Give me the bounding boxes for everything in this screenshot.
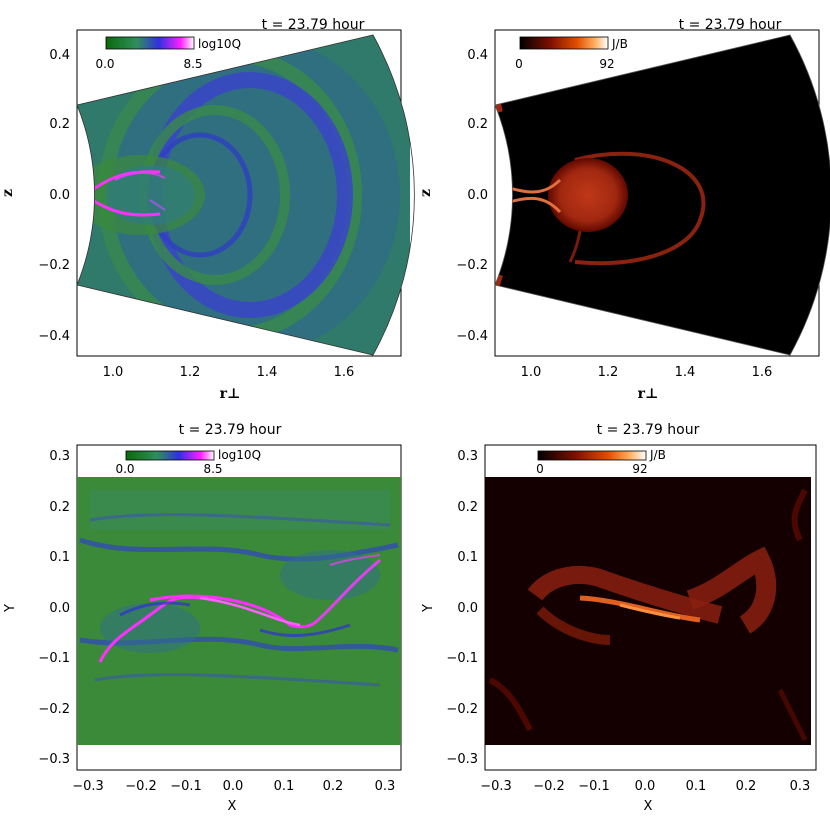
panel-title: t = 23.79 hour — [262, 17, 365, 33]
panel-jb-cross-section: t = 23.79 hour J/B 0 92 0.3 0.2 0.1 0.0 … — [421, 422, 817, 814]
x-tick: 0.1 — [686, 779, 707, 794]
x-axis-label: X — [228, 799, 237, 814]
x-tick-labels: −0.3 −0.2 −0.1 0.0 0.1 0.2 0.3 — [480, 779, 810, 794]
colorbar-label: J/B — [649, 448, 666, 462]
y-tick: −0.3 — [38, 752, 70, 767]
x-tick: −0.1 — [578, 779, 610, 794]
x-axis-label: r⊥ — [220, 386, 241, 402]
panel-q-meridional: t = 23.79 hour log10Q 0.0 8.5 0.4 0.2 — [0, 17, 415, 402]
colorbar-min: 0.0 — [115, 462, 134, 476]
x-tick: 0.3 — [790, 779, 811, 794]
y-tick: −0.2 — [38, 258, 70, 273]
x-tick: 0.2 — [736, 779, 757, 794]
y-tick: 0.2 — [467, 117, 488, 132]
y-tick-labels: 0.4 0.2 0.0 −0.2 −0.4 — [456, 48, 488, 344]
y-tick: −0.1 — [38, 651, 70, 666]
y-tick: −0.4 — [38, 329, 70, 344]
q-map-image — [77, 35, 410, 355]
y-axis-label: Y — [421, 604, 436, 613]
jb-map-image — [495, 35, 830, 355]
panel-q-cross-section: t = 23.79 hour log10Q 0.0 8.5 0.3 0.2 0. — [3, 422, 402, 814]
y-axis-label: Y — [3, 604, 18, 613]
x-tick: −0.1 — [170, 779, 202, 794]
y-tick: −0.2 — [38, 702, 70, 717]
y-tick: −0.3 — [446, 752, 478, 767]
y-tick: 0.0 — [49, 188, 70, 203]
y-tick: 0.3 — [49, 449, 70, 464]
x-axis-label: X — [644, 799, 653, 814]
colorbar-jb — [519, 36, 609, 50]
y-tick: 0.2 — [49, 117, 70, 132]
q-map-image — [77, 477, 401, 745]
y-tick: −0.2 — [446, 702, 478, 717]
x-tick: 1.2 — [598, 365, 619, 380]
x-tick: 0.1 — [274, 779, 295, 794]
colorbar-min: 0 — [515, 57, 523, 71]
colorbar-jb — [537, 450, 647, 461]
y-axis-label: z — [418, 189, 434, 197]
x-tick: 1.0 — [103, 365, 124, 380]
colorbar-min: 0 — [536, 462, 544, 476]
colorbar-label: J/B — [611, 37, 628, 51]
colorbar-max: 92 — [599, 57, 614, 71]
x-axis-label: r⊥ — [638, 386, 659, 402]
x-tick: 1.4 — [675, 365, 696, 380]
wedge-outline — [494, 34, 830, 356]
y-tick: 0.0 — [457, 601, 478, 616]
x-tick: 1.6 — [334, 365, 355, 380]
y-tick: 0.4 — [49, 48, 70, 63]
y-tick-labels: 0.4 0.2 0.0 −0.2 −0.4 — [38, 48, 70, 344]
y-tick-labels: 0.3 0.2 0.1 0.0 −0.1 −0.2 −0.3 — [38, 449, 70, 767]
colorbar-q — [105, 36, 195, 50]
wedge-outline — [76, 34, 415, 356]
x-tick: 1.6 — [752, 365, 773, 380]
y-tick: 0.4 — [467, 48, 488, 63]
x-tick-labels: −0.3 −0.2 −0.1 0.0 0.1 0.2 0.3 — [72, 779, 395, 794]
x-tick: −0.3 — [480, 779, 512, 794]
y-tick: 0.1 — [457, 550, 478, 565]
y-tick: 0.0 — [49, 601, 70, 616]
x-tick: 0.3 — [375, 779, 396, 794]
x-tick-labels: 1.0 1.2 1.4 1.6 — [521, 365, 773, 380]
y-tick: 0.0 — [467, 188, 488, 203]
y-tick-labels: 0.3 0.2 0.1 0.0 −0.1 −0.2 −0.3 — [446, 449, 478, 767]
jb-map-image — [485, 477, 811, 745]
y-axis-label: z — [0, 189, 16, 197]
colorbar-max: 8.5 — [203, 462, 222, 476]
y-tick: 0.2 — [49, 500, 70, 515]
y-tick: 0.1 — [49, 550, 70, 565]
panel-title: t = 23.79 hour — [179, 422, 282, 438]
y-tick: −0.4 — [456, 329, 488, 344]
y-tick: −0.2 — [456, 258, 488, 273]
x-tick: 0.2 — [323, 779, 344, 794]
colorbar-label: log10Q — [218, 448, 261, 462]
y-tick: −0.1 — [446, 651, 478, 666]
colorbar-max: 8.5 — [183, 57, 202, 71]
x-tick: 0.0 — [223, 779, 244, 794]
x-tick: 1.0 — [521, 365, 542, 380]
x-tick: 1.4 — [257, 365, 278, 380]
x-tick: −0.2 — [533, 779, 565, 794]
y-tick: 0.3 — [457, 449, 478, 464]
colorbar-label: log10Q — [198, 37, 241, 51]
colorbar-q — [125, 450, 215, 461]
panel-title: t = 23.79 hour — [597, 422, 700, 438]
x-tick: −0.3 — [72, 779, 104, 794]
y-tick: 0.2 — [457, 500, 478, 515]
x-tick: −0.2 — [125, 779, 157, 794]
colorbar-min: 0.0 — [95, 57, 114, 71]
x-tick: 0.0 — [635, 779, 656, 794]
colorbar-max: 92 — [632, 462, 647, 476]
panel-jb-meridional: t = 23.79 hour J/B 0 92 0.4 0.2 0.0 −0.2… — [418, 17, 830, 402]
x-tick-labels: 1.0 1.2 1.4 1.6 — [103, 365, 355, 380]
x-tick: 1.2 — [180, 365, 201, 380]
panel-title: t = 23.79 hour — [679, 17, 782, 33]
